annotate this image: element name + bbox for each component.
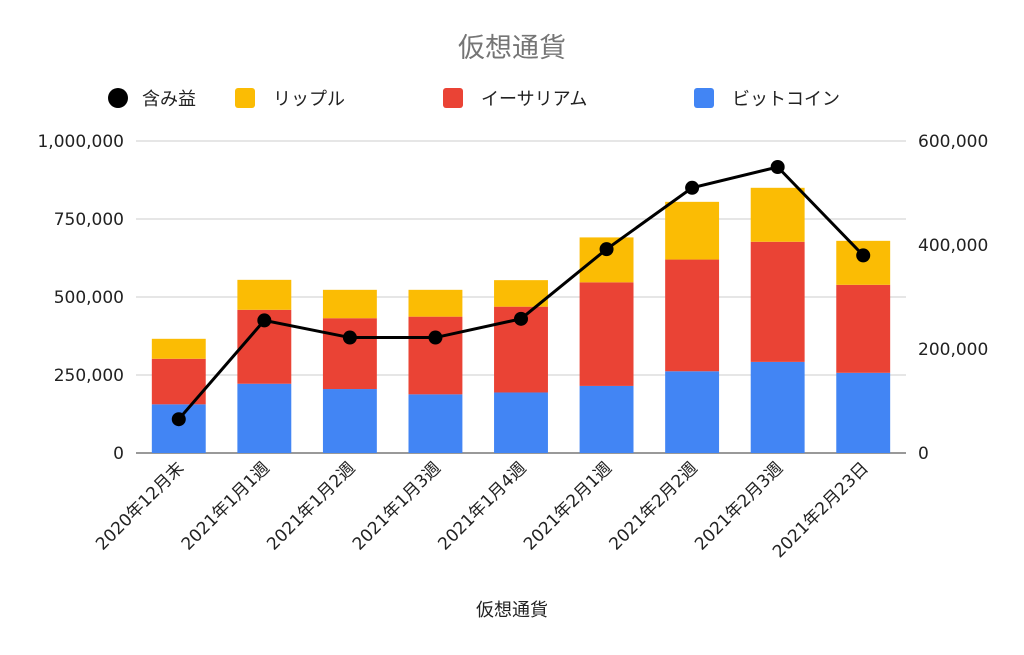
legend-marker-square (443, 88, 463, 108)
bar-segment (750, 187, 805, 242)
bar-segment (151, 404, 206, 453)
bar-segment (665, 259, 720, 372)
line-point (257, 313, 272, 328)
x-tick-label: 2021年1月3週 (349, 458, 445, 554)
x-axis-label: 仮想通貨 (476, 600, 548, 621)
line-point (685, 180, 700, 195)
line-point (514, 311, 528, 326)
legend-label: ビットコイン (732, 89, 840, 110)
bar-segment (408, 394, 463, 453)
bar-segment (408, 289, 463, 317)
legend-label: 含み益 (142, 89, 196, 110)
legend-label: リップル (273, 89, 345, 110)
y-tick-label: 1,000,000 (37, 132, 124, 152)
bar-segment (237, 279, 292, 310)
y2-tick-label: 400,000 (918, 236, 988, 256)
y2-tick-label: 200,000 (918, 340, 988, 360)
x-tick-label: 2021年2月2週 (606, 458, 702, 554)
bar-segment (322, 389, 377, 453)
legend-item-bitcoin: ビットコイン (694, 86, 840, 110)
x-tick-label: 2021年2月3週 (691, 458, 787, 554)
x-tick-label: 2021年1月4週 (434, 458, 530, 554)
bar-segment (750, 361, 805, 453)
bar-segment (836, 240, 891, 285)
y-tick-label: 250,000 (54, 366, 124, 386)
bar-segment (494, 280, 548, 307)
bar-segment (665, 371, 720, 453)
bar-segment (151, 338, 206, 359)
legend-item-ripple: リップル (235, 86, 345, 110)
x-tick-label: 2021年1月1週 (178, 458, 274, 554)
y2-tick-label: 600,000 (918, 132, 988, 152)
line-point (171, 412, 186, 427)
legend-item-ethereum: イーサリアム (443, 86, 587, 110)
x-tick-label: 2020年12月末 (92, 458, 188, 554)
legend-item-unrealized-gain: 含み益 (108, 86, 196, 110)
bar-segment (237, 383, 292, 453)
bar-segment (836, 372, 891, 453)
legend-marker-square (694, 88, 714, 108)
legend-marker-circle (108, 88, 128, 108)
legend-marker-square (235, 88, 255, 108)
legend-label: イーサリアム (481, 89, 588, 110)
y-tick-label: 500,000 (54, 288, 124, 308)
y-tick-label: 0 (113, 444, 124, 464)
bar-segment (322, 318, 377, 390)
line-point (428, 330, 443, 345)
chart-title: 仮想通貨 (458, 33, 566, 64)
x-tick-label: 2021年1月2週 (263, 458, 359, 554)
x-tick-label: 2021年2月1週 (520, 458, 616, 554)
bar-segment (665, 201, 720, 260)
bar-segment (750, 241, 805, 362)
bar-segment (408, 316, 463, 395)
line-point (856, 248, 871, 263)
bar-segment (322, 289, 377, 319)
line-point (599, 242, 614, 257)
bar-segment (836, 284, 891, 373)
line-point (770, 160, 785, 174)
line-point (342, 330, 357, 345)
bar-segment (579, 282, 634, 386)
bar-segment (579, 385, 634, 453)
y-tick-label: 750,000 (54, 210, 124, 230)
y2-tick-label: 0 (918, 444, 929, 464)
bar-segment (494, 392, 548, 453)
